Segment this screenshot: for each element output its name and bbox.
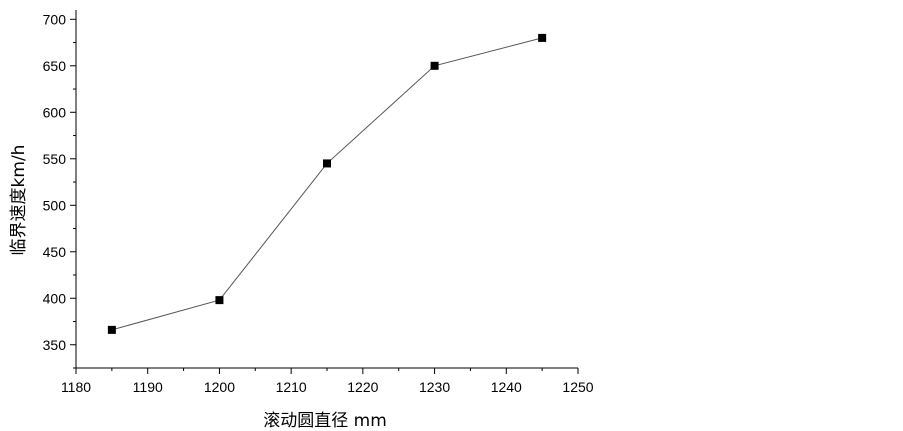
x-axis: 1180 1190 1200 1210 1220 1230 1240 1250 bbox=[61, 367, 594, 395]
y-tick-label: 550 bbox=[43, 151, 67, 167]
y-tick-label: 400 bbox=[43, 290, 67, 306]
y-tick-label: 650 bbox=[43, 58, 67, 74]
data-point bbox=[323, 159, 331, 168]
x-tick-label: 1220 bbox=[347, 379, 378, 395]
x-tick-label: 1180 bbox=[61, 379, 91, 395]
x-tick-label: 1210 bbox=[276, 379, 307, 395]
x-axis-title: 滚动圆直径 mm bbox=[263, 411, 387, 431]
y-tick-label: 600 bbox=[43, 104, 67, 120]
x-tick-label: 1250 bbox=[562, 379, 593, 395]
y-axis: 350 400 450 500 550 600 650 700 bbox=[43, 10, 77, 369]
y-tick-label: 450 bbox=[43, 244, 67, 260]
y-tick-label: 500 bbox=[43, 197, 67, 213]
x-tick-label: 1240 bbox=[491, 379, 522, 395]
series-line bbox=[111, 37, 543, 331]
y-tick-label: 350 bbox=[43, 337, 67, 353]
data-point bbox=[538, 33, 547, 42]
y-axis-title: 临界速度km/h bbox=[9, 145, 29, 256]
data-point bbox=[107, 325, 116, 334]
series-layer bbox=[107, 33, 547, 334]
data-point bbox=[215, 296, 224, 305]
y-tick-label: 700 bbox=[43, 11, 67, 27]
x-tick-label: 1190 bbox=[133, 379, 163, 395]
x-tick-label: 1230 bbox=[419, 379, 450, 395]
x-tick-label: 1200 bbox=[204, 379, 235, 395]
data-point bbox=[430, 61, 439, 70]
